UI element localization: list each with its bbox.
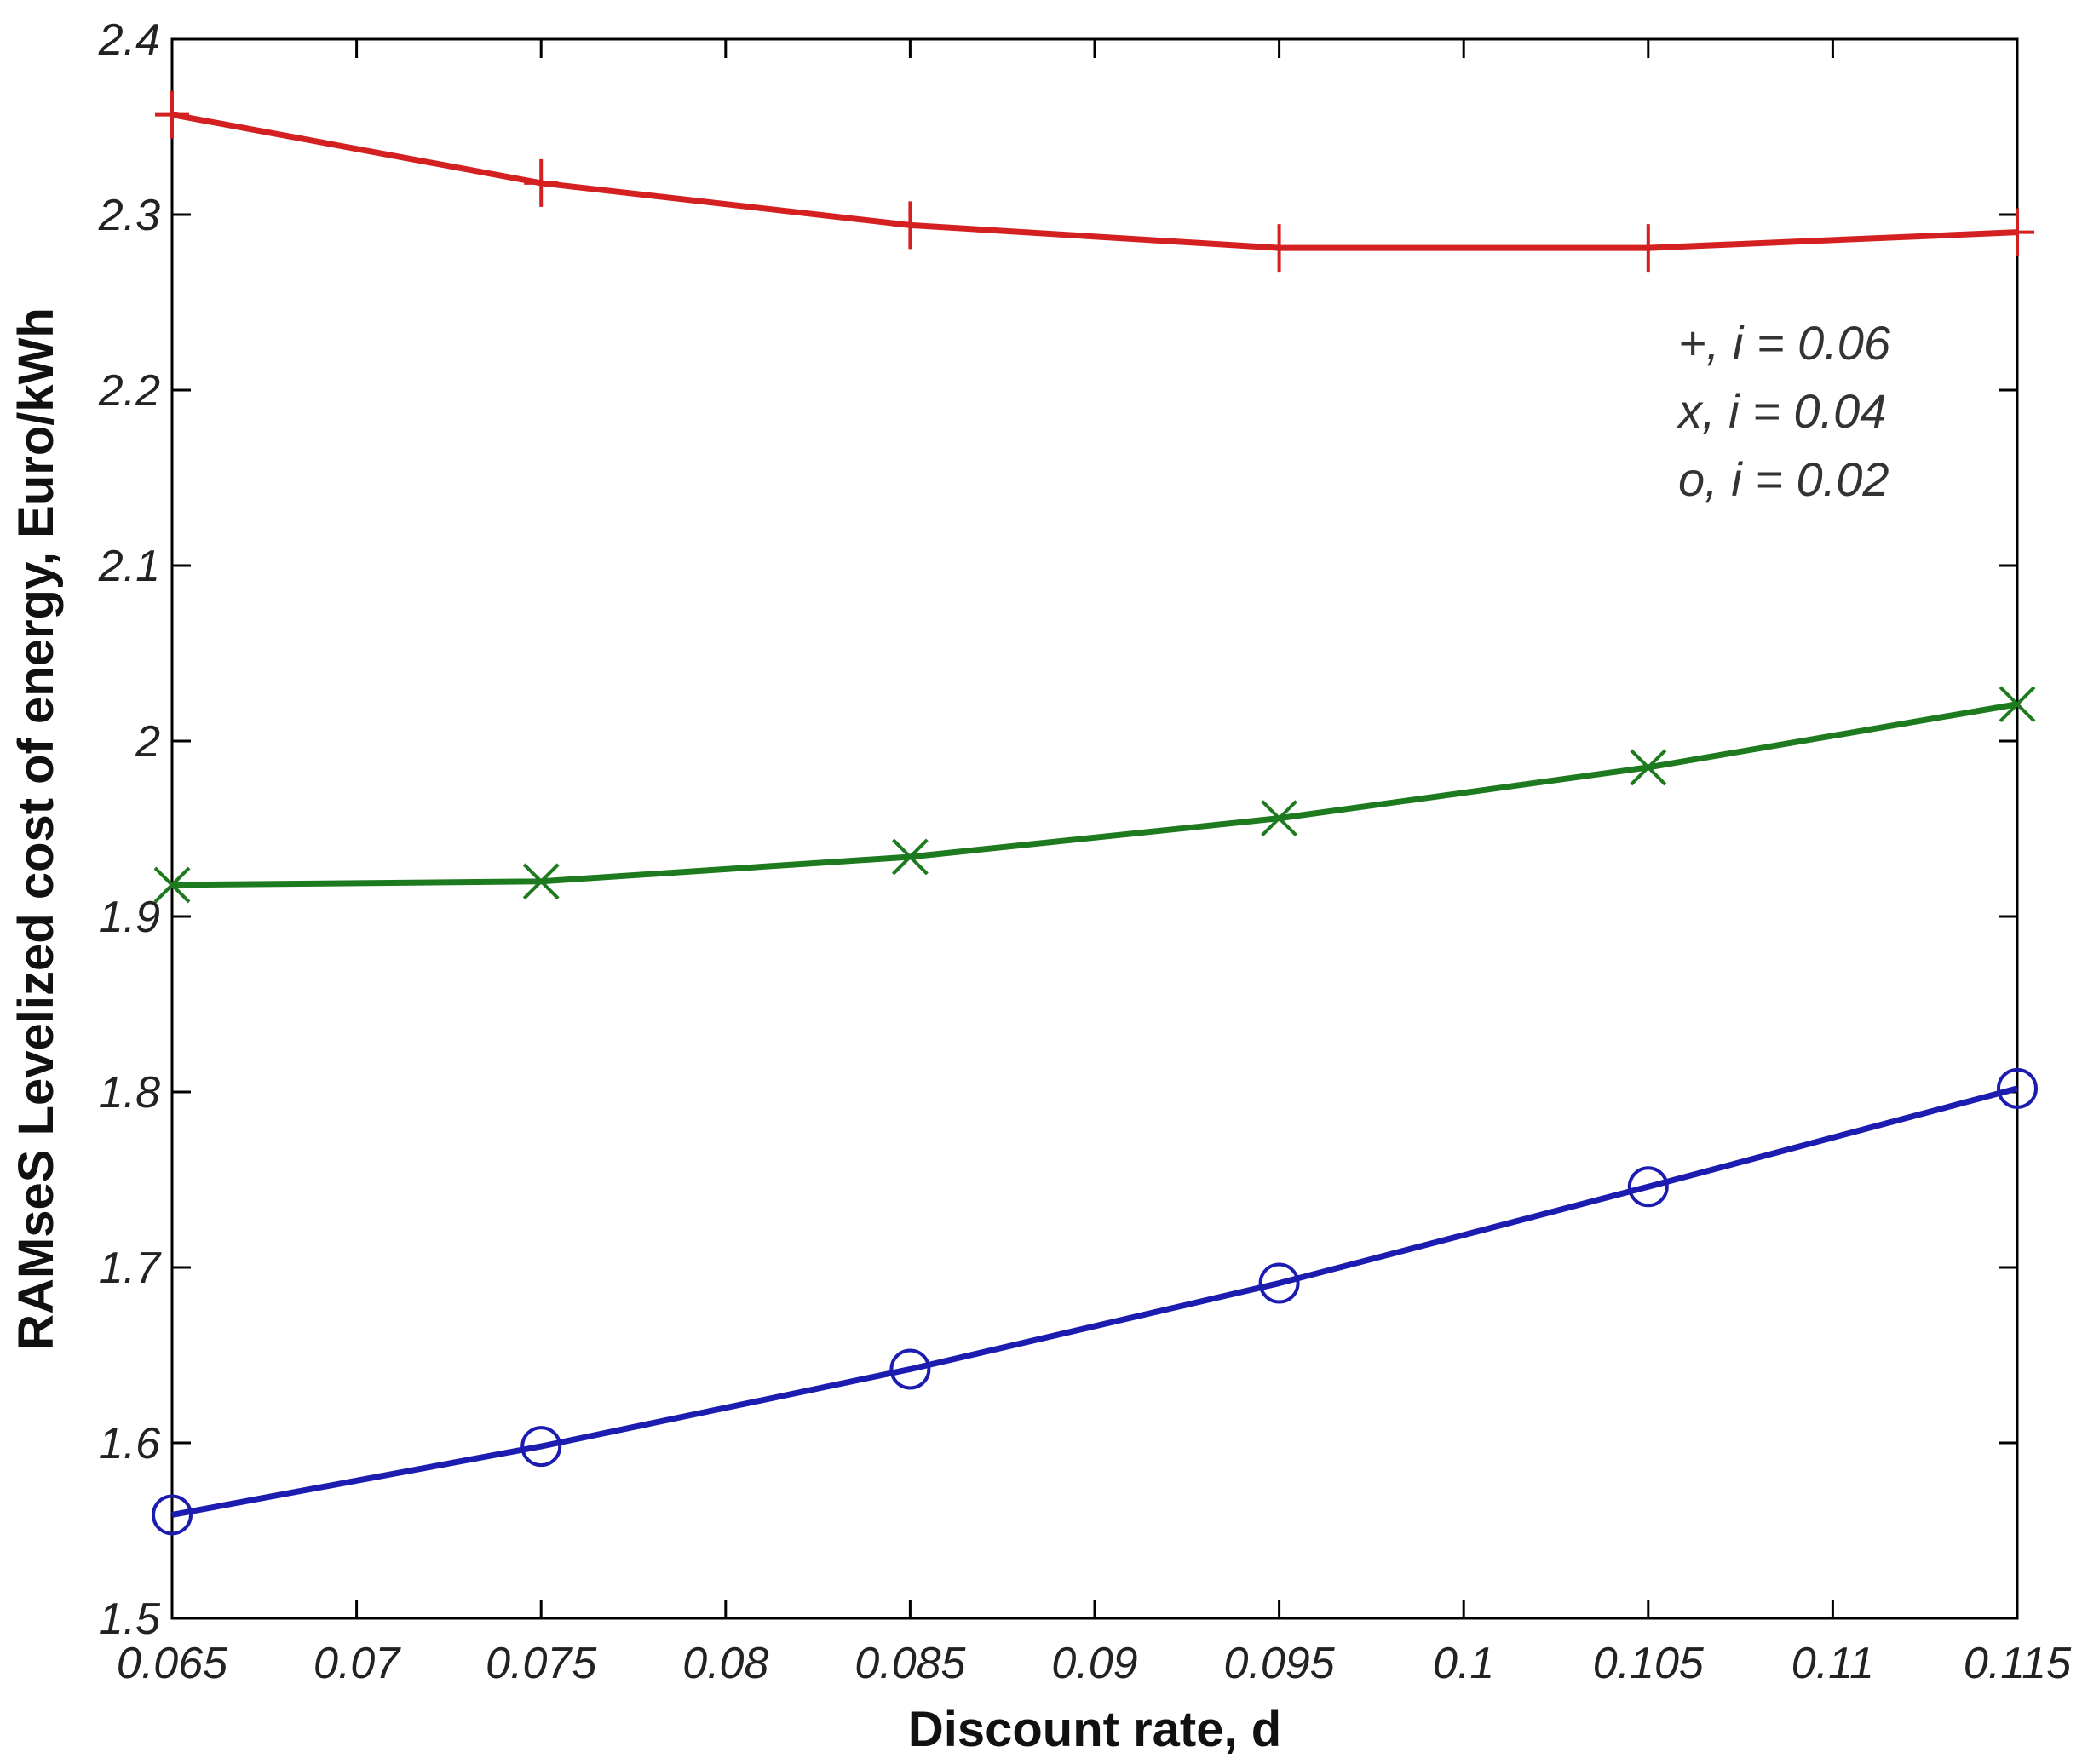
- data-point-plus: [2000, 208, 2034, 256]
- data-point-x: [1630, 749, 1667, 786]
- x-tick-label: 0.085: [854, 1639, 966, 1688]
- legend-line-3: o, i = 0.02: [1678, 452, 1889, 506]
- data-point-circle: [520, 1426, 562, 1468]
- data-point-circle: [152, 1494, 193, 1536]
- y-tick-label: 2.2: [98, 366, 160, 416]
- y-tick-label: 2: [135, 717, 160, 767]
- data-point-plus: [1262, 224, 1297, 273]
- data-point-x: [153, 866, 191, 904]
- data-point-circle: [1997, 1067, 2038, 1109]
- legend-line-1: +, i = 0.06: [1678, 316, 1891, 370]
- x-tick-label: 0.075: [486, 1639, 597, 1688]
- y-tick-label: 1.8: [99, 1068, 160, 1118]
- x-tick-label: 0.07: [313, 1639, 401, 1688]
- data-point-plus: [1631, 224, 1665, 273]
- x-tick-label: 0.1: [1433, 1639, 1494, 1688]
- ticks-layer: 0.065 0.07 0.075 0.08 0.085 0.09 0.095 0.1 0.105…: [98, 15, 2073, 1688]
- legend: +, i = 0.06 x, i = 0.04 o, i = 0.02: [1676, 316, 1891, 506]
- x-tick-label: 0.095: [1224, 1639, 1336, 1688]
- series-line-circle: [171, 1085, 2018, 1518]
- series-line-plus: [171, 112, 2018, 251]
- y-tick-label: 2.3: [98, 191, 160, 240]
- x-tick-label: 0.065: [117, 1639, 228, 1688]
- data-point-x: [522, 863, 560, 900]
- series-line-x: [171, 701, 2018, 888]
- data-point-plus: [155, 90, 189, 139]
- x-tick-label: 0.105: [1593, 1639, 1705, 1688]
- data-point-x: [1999, 686, 2036, 723]
- y-tick-label: 2.4: [98, 15, 160, 65]
- x-tick-label: 0.08: [682, 1639, 768, 1688]
- data-point-plus: [524, 158, 559, 207]
- x-tick-label: 0.11: [1792, 1639, 1874, 1688]
- data-point-circle: [1627, 1166, 1669, 1208]
- x-tick-label: 0.09: [1051, 1639, 1137, 1688]
- data-point-circle: [889, 1348, 931, 1390]
- x-tick-label: 0.115: [1964, 1639, 2072, 1688]
- y-tick-label: 1.5: [99, 1594, 161, 1644]
- y-tick-label: 1.7: [99, 1244, 162, 1293]
- data-point-plus: [893, 201, 928, 250]
- plot-area: [170, 37, 2019, 1620]
- data-point-circle: [1258, 1262, 1300, 1304]
- y-axis-title: RAMseS Levelized cost of energy, Euro/kW…: [9, 307, 64, 1350]
- y-tick-label: 1.9: [99, 893, 160, 942]
- data-point-x: [891, 838, 929, 876]
- data-point-x: [1261, 800, 1298, 837]
- x-axis-title: Discount rate, d: [908, 1702, 1281, 1757]
- y-tick-label: 2.1: [98, 542, 160, 591]
- series-layer: [152, 90, 2038, 1536]
- y-tick-label: 1.6: [99, 1419, 160, 1468]
- legend-line-2: x, i = 0.04: [1676, 384, 1886, 438]
